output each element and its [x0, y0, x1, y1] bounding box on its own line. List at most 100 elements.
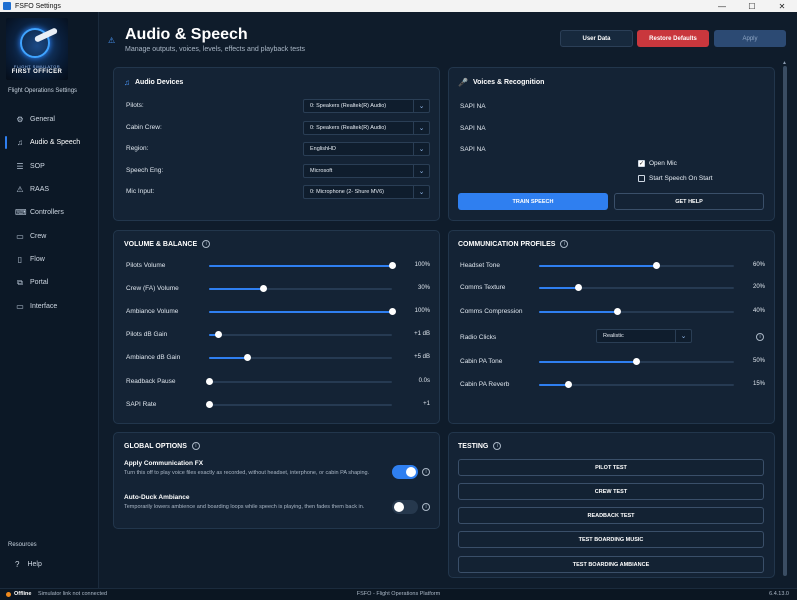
apply-button[interactable]: Apply — [714, 30, 786, 47]
sidebar-item-label: SOP — [30, 162, 45, 170]
start-speech-checkbox[interactable]: Start Speech On Start — [638, 175, 713, 182]
vertical-scrollbar[interactable]: ▲ — [782, 60, 787, 586]
comm-label: Cabin PA Reverb — [460, 381, 510, 388]
chevron-down-icon: ⌄ — [675, 330, 691, 342]
testing-panel — [448, 432, 775, 578]
auto-duck-title: Auto-Duck Ambiance — [124, 494, 190, 501]
slider[interactable] — [539, 284, 734, 292]
volume-value: 100% — [414, 262, 430, 268]
help-icon: ? — [15, 560, 20, 569]
info-icon[interactable]: i — [191, 442, 200, 450]
sidebar-item-general[interactable]: ⚙ General — [0, 108, 99, 131]
sidebar-item-audio-speech[interactable]: ♫ Audio & Speech — [0, 131, 99, 154]
get-help-button[interactable]: GET HELP — [614, 193, 764, 210]
slider-handle[interactable] — [564, 381, 572, 388]
connection-status: Offline — [14, 591, 32, 597]
volume-value: 0.0s — [418, 378, 430, 384]
slider[interactable] — [209, 285, 392, 293]
info-icon[interactable]: i — [493, 442, 502, 450]
sapi-voice-3: SAPI NA — [460, 146, 486, 153]
device-select[interactable]: 0: Speakers (Realtek(R) Audio) ⌄ — [303, 121, 430, 135]
restore-defaults-button[interactable]: Restore Defaults — [637, 30, 709, 47]
slider[interactable] — [539, 381, 734, 389]
radio-clicks-select[interactable]: Realistic ⌄ — [596, 329, 692, 343]
info-icon[interactable]: i — [422, 468, 430, 476]
test-boarding-music-button[interactable]: TEST BOARDING MUSIC — [458, 531, 764, 548]
user-data-button[interactable]: User Data — [560, 30, 633, 47]
slider[interactable] — [209, 354, 392, 362]
slider[interactable] — [539, 308, 734, 316]
audio-wave-icon: ♫ — [124, 78, 130, 87]
slider-handle[interactable] — [613, 308, 621, 315]
slider[interactable] — [539, 358, 734, 366]
slider[interactable] — [205, 401, 392, 409]
gear-icon: ⚙ — [16, 115, 24, 125]
select-value: Microsoft — [310, 168, 333, 174]
toggle-knob — [394, 502, 404, 512]
slider-handle[interactable] — [652, 262, 660, 269]
sidebar-item-sop[interactable]: ☰ SOP — [0, 155, 99, 178]
connection-message: Simulator link not connected — [38, 591, 108, 597]
pilot-test-button[interactable]: PILOT TEST — [458, 459, 764, 476]
crew-test-button[interactable]: CREW TEST — [458, 483, 764, 500]
select-value: 0: Speakers (Realtek(R) Audio) — [310, 103, 387, 109]
monitor-icon: ▭ — [16, 301, 24, 311]
sidebar-item-portal[interactable]: ⧉ Portal — [0, 271, 99, 294]
slider[interactable] — [209, 262, 396, 270]
checkbox-label: Start Speech On Start — [649, 175, 713, 182]
slider-fill — [539, 265, 656, 267]
volume-value: +1 dB — [414, 331, 430, 337]
sidebar-item-help[interactable]: ? Help — [15, 560, 42, 569]
slider-handle[interactable] — [388, 262, 396, 269]
info-icon[interactable]: i — [202, 240, 211, 248]
minimize-icon[interactable]: — — [718, 1, 726, 11]
volume-balance-title: VOLUME & BALANCE i — [124, 240, 211, 248]
device-select[interactable]: 0: Speakers (Realtek(R) Audio) ⌄ — [303, 99, 430, 113]
apply-fx-title: Apply Communication FX — [124, 460, 204, 467]
open-mic-checkbox[interactable]: ✓ Open Mic — [638, 160, 677, 167]
maximize-icon[interactable]: ☐ — [748, 1, 756, 11]
slider[interactable] — [209, 308, 396, 316]
slider-handle[interactable] — [243, 354, 251, 361]
slider[interactable] — [209, 331, 392, 339]
slider-handle[interactable] — [388, 308, 396, 315]
communication-profiles-title: COMMUNICATION PROFILES i — [458, 240, 569, 248]
readback-test-button[interactable]: READBACK TEST — [458, 507, 764, 524]
slider-handle[interactable] — [633, 358, 640, 365]
sidebar-item-label: Audio & Speech — [30, 139, 81, 147]
sidebar-item-interface[interactable]: ▭ Interface — [0, 294, 99, 317]
auto-duck-toggle[interactable] — [392, 500, 418, 514]
volume-label: Pilots dB Gain — [126, 331, 168, 338]
device-label: Pilots: — [126, 102, 144, 109]
info-icon[interactable]: i — [560, 240, 569, 248]
slider-handle[interactable] — [260, 285, 268, 292]
info-icon[interactable]: i — [756, 333, 764, 341]
sidebar-item-crew[interactable]: ▭ Crew — [0, 224, 99, 247]
sidebar-item-raas[interactable]: ⚠ RAAS — [0, 178, 99, 201]
slider-handle[interactable] — [205, 378, 213, 385]
device-label: Speech Eng: — [126, 167, 164, 174]
slider[interactable] — [205, 378, 392, 386]
info-icon[interactable]: i — [422, 503, 430, 511]
slider[interactable] — [539, 262, 734, 270]
apply-fx-toggle[interactable] — [392, 465, 418, 479]
slider-handle[interactable] — [214, 331, 222, 338]
slider-handle[interactable] — [574, 284, 582, 291]
train-speech-button[interactable]: TRAIN SPEECH — [458, 193, 608, 210]
device-select[interactable]: 0: Microphone (2- Shure MV6) ⌄ — [303, 185, 430, 199]
device-select[interactable]: EnglishHD ⌄ — [303, 142, 430, 156]
sidebar-item-label: Interface — [30, 302, 58, 310]
test-boarding-ambiance-button[interactable]: TEST BOARDING AMBIANCE — [458, 556, 764, 573]
scroll-up-icon[interactable]: ▲ — [782, 60, 787, 66]
volume-label: Pilots Volume — [126, 262, 166, 269]
sidebar-item-flow[interactable]: ▯ Flow — [0, 248, 99, 271]
sidebar-item-controllers[interactable]: ⌨ Controllers — [0, 201, 99, 224]
device-select[interactable]: Microsoft ⌄ — [303, 164, 430, 178]
slider-fill — [209, 334, 219, 336]
device-label: Mic Input: — [126, 188, 155, 195]
page-title: Audio & Speech — [125, 26, 248, 43]
slider-handle[interactable] — [205, 401, 213, 408]
scrollbar-thumb[interactable] — [783, 66, 787, 576]
volume-value: +5 dB — [414, 354, 430, 360]
close-icon[interactable]: ✕ — [778, 1, 786, 11]
